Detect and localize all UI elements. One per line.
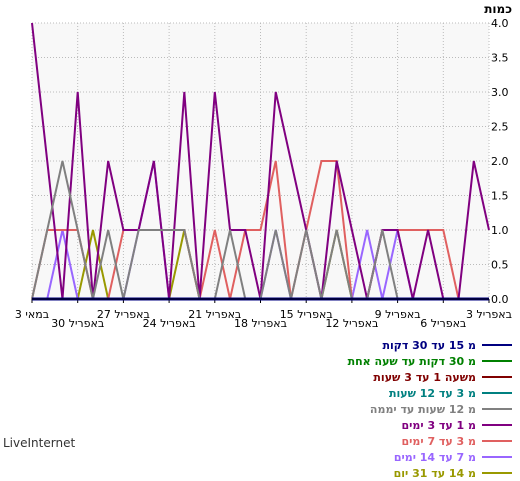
legend-label: מ 7 עד 14 ימים [393, 450, 476, 464]
legend-item: מ 3 עד 7 ימים [348, 433, 512, 449]
legend-swatch [482, 376, 512, 378]
legend-swatch [482, 424, 512, 426]
y-tick-label: 1.0 [491, 224, 509, 237]
legend-item: מ 14 עד 31 יום [348, 465, 512, 481]
grid [31, 22, 490, 299]
legend-swatch [482, 360, 512, 362]
x-tick-label: 30 באפריל [51, 317, 104, 330]
y-tick-label: 0.5 [491, 259, 509, 272]
x-tick-label: 15 באפריל [280, 308, 333, 321]
legend-item: מ 7 עד 14 ימים [348, 449, 512, 465]
y-axis: 0.0 0.5 1.0 1.5 2.0 2.5 3.0 3.5 4.0 [491, 17, 509, 306]
legend-swatch [482, 392, 512, 394]
legend-item: מ 12 שעות עד יממה [348, 401, 512, 417]
legend-label: מ 1 עד 3 ימים [401, 418, 477, 432]
legend-swatch [482, 344, 512, 346]
legend-swatch [482, 472, 512, 474]
legend-item: מ 3 עד 12 שעות [348, 385, 512, 401]
legend-item: מ 15 עד 30 דקות [348, 337, 512, 353]
x-tick-label: 18 באפריל [234, 317, 287, 330]
x-tick-label: 9 באפריל [375, 308, 421, 321]
x-tick-label: 21 באפריל [188, 308, 241, 321]
y-tick-label: 1.5 [491, 190, 509, 203]
legend-swatch [482, 456, 512, 458]
y-tick-label: 4.0 [491, 17, 509, 30]
x-tick-label: 3 במאי [15, 308, 49, 321]
x-tick-label: 3 באפריל [466, 308, 512, 321]
legend-label: מ 3 עד 7 ימים [401, 434, 477, 448]
legend-label: מ 15 עד 30 דקות [382, 338, 476, 352]
legend: מ 15 עד 30 דקות מ 30 דקות עד שעה אחת משע… [348, 337, 512, 481]
legend-label: מ 12 שעות עד יממה [369, 402, 476, 416]
y-tick-label: 3.0 [491, 86, 509, 99]
footer-brand[interactable]: LiveInternet [3, 436, 76, 450]
y-tick-label: 2.5 [491, 121, 509, 134]
x-tick-label: 24 באפריל [143, 317, 196, 330]
legend-label: מ 3 עד 12 שעות [388, 386, 476, 400]
legend-item: משעה 1 עד 3 שעות [348, 369, 512, 385]
y-tick-label: 0.0 [491, 293, 509, 306]
y-tick-label: 2.0 [491, 155, 509, 168]
legend-label: מ 30 דקות עד שעה אחת [347, 354, 476, 368]
legend-swatch [482, 440, 512, 442]
x-tick-label: 12 באפריל [325, 317, 378, 330]
x-tick-label: 6 באפריל [420, 317, 466, 330]
legend-item: מ 1 עד 3 ימים [348, 417, 512, 433]
y-tick-label: 3.5 [491, 52, 509, 65]
x-tick-label: 27 באפריל [97, 308, 150, 321]
legend-label: מ 14 עד 31 יום [393, 466, 476, 480]
y-axis-unit: כמות [484, 2, 512, 16]
legend-item: מ 30 דקות עד שעה אחת [348, 353, 512, 369]
legend-swatch [482, 408, 512, 410]
legend-label: משעה 1 עד 3 שעות [373, 370, 476, 384]
